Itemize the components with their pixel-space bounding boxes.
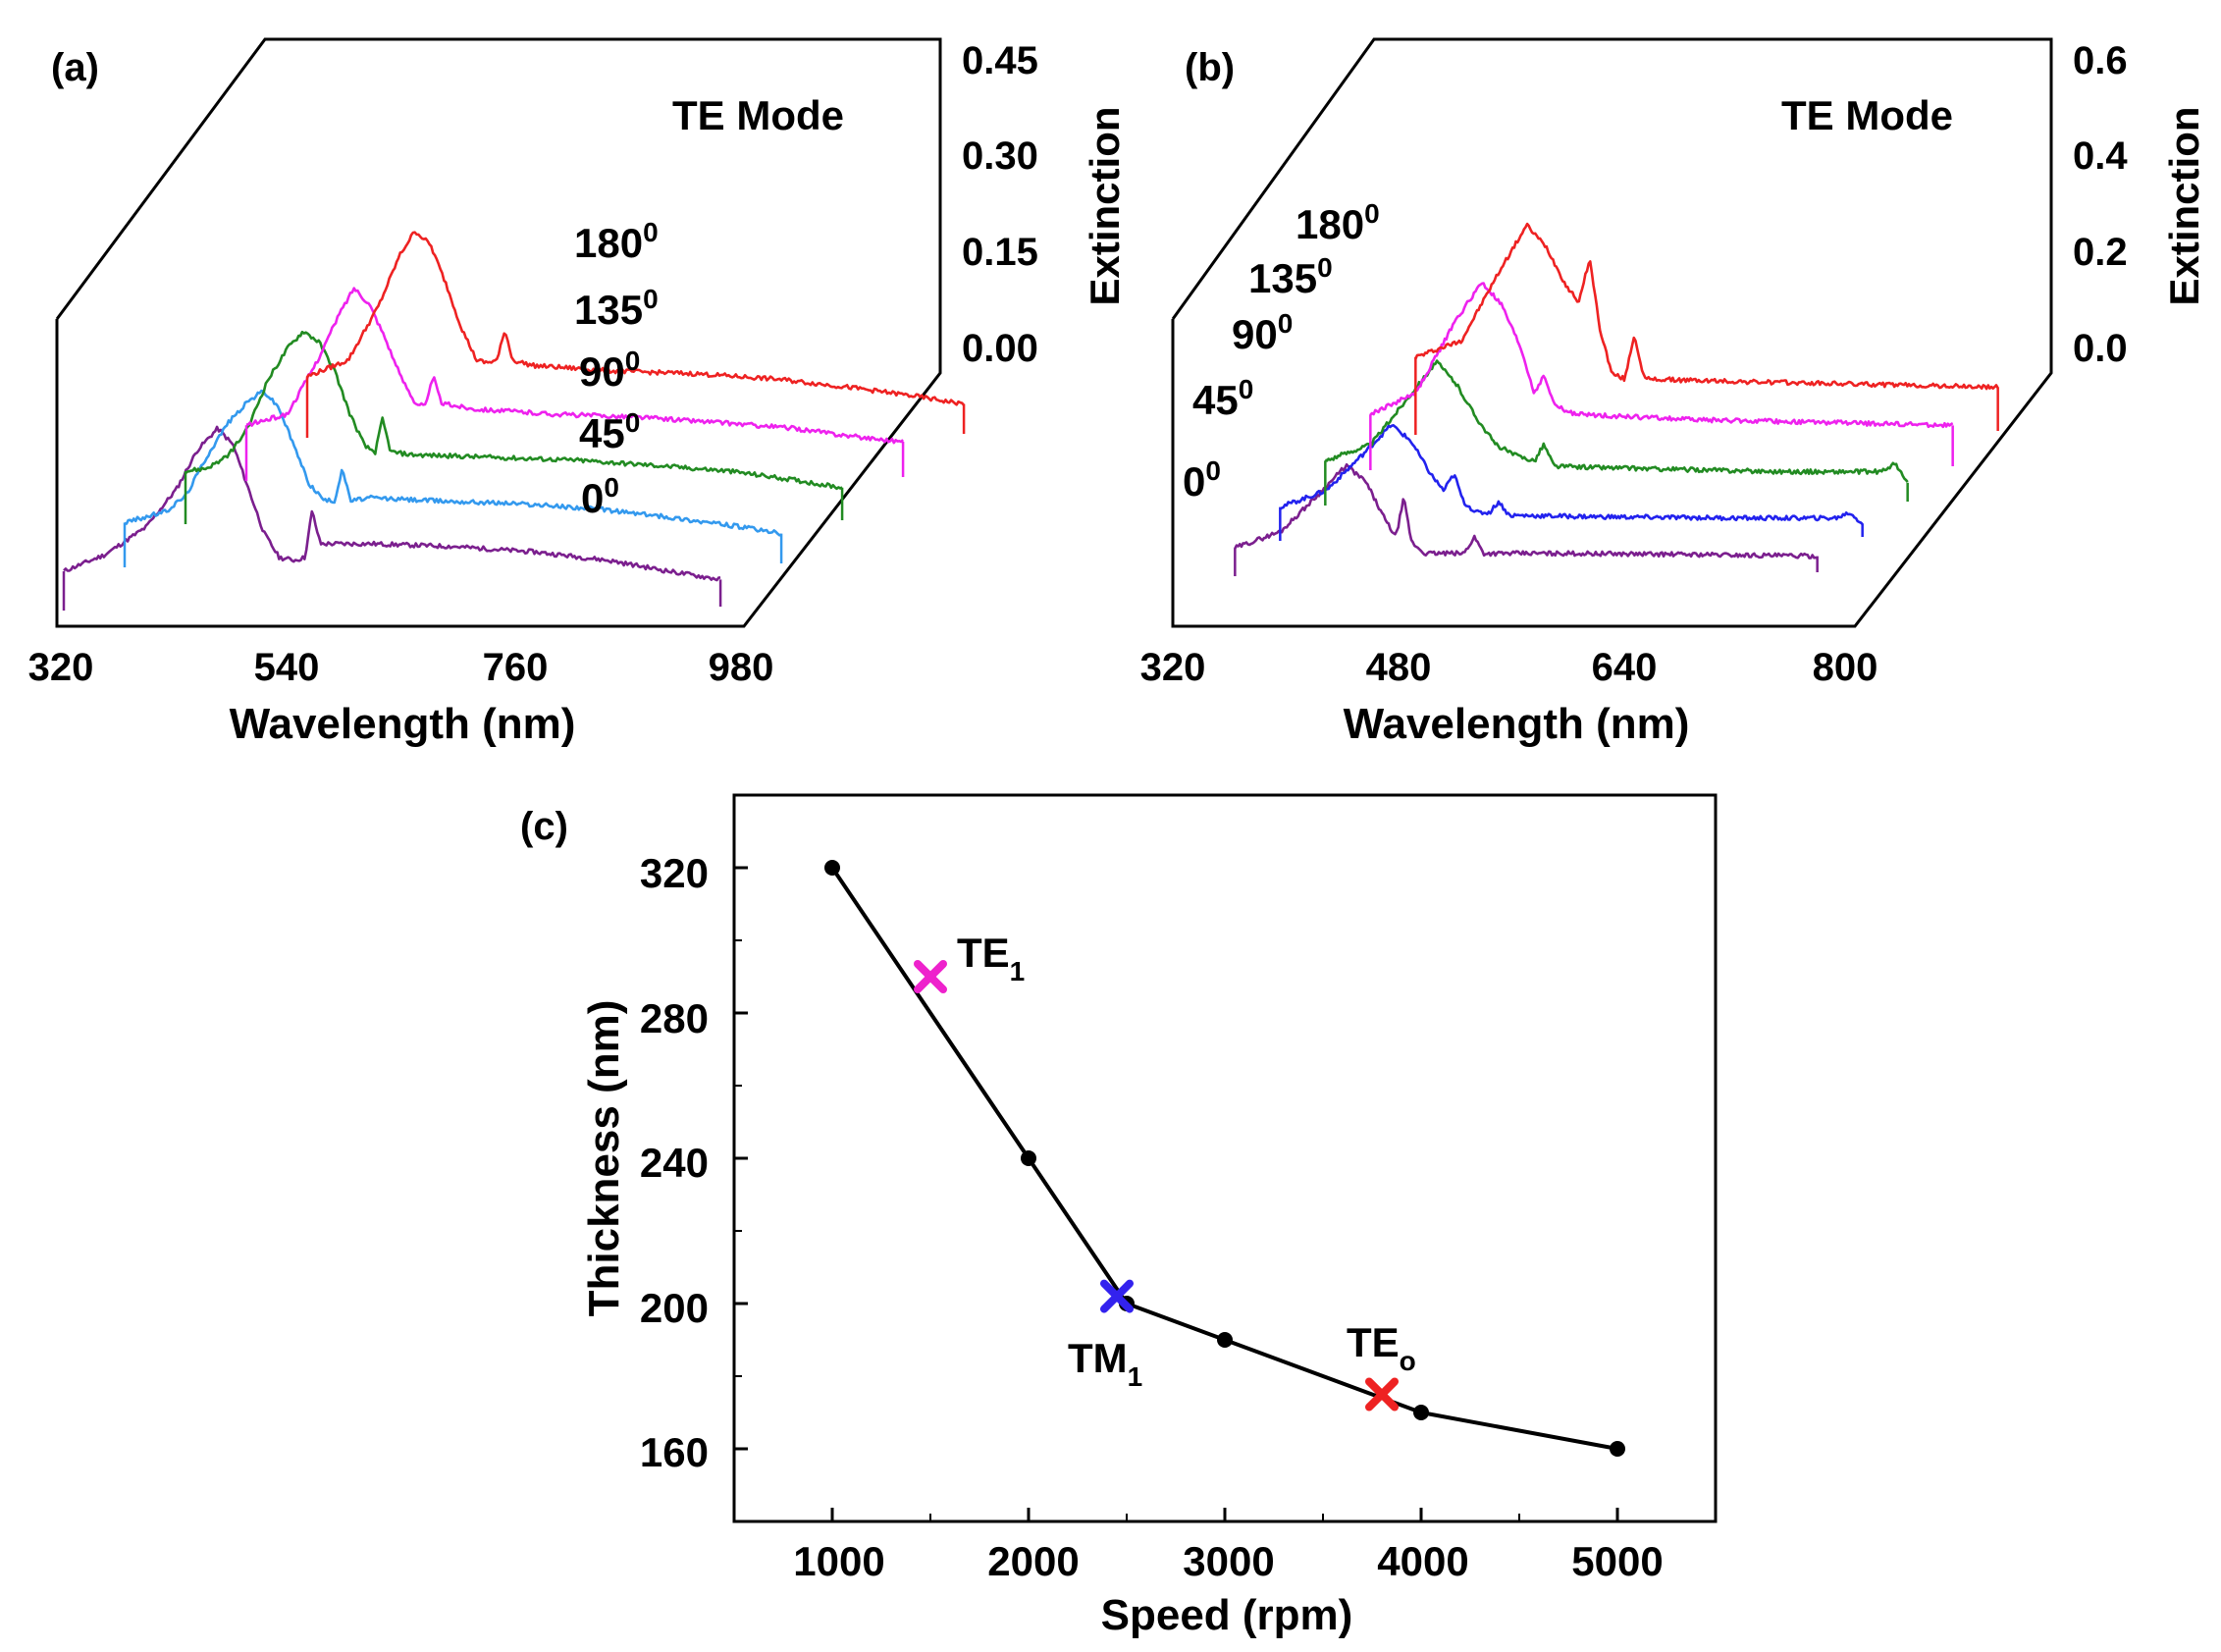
mode-marker: [1100, 1279, 1134, 1313]
panel-b-xtick: 320: [1140, 646, 1206, 689]
panel-b-z-ticks: 0.6 0.4 0.2 0.0: [2073, 39, 2128, 370]
mode-marker: [914, 960, 947, 993]
data-point: [1610, 1441, 1625, 1457]
series-label-45: 450: [1192, 374, 1253, 423]
panel-b-ztick: 0.6: [2073, 39, 2128, 82]
panel-b-xtick: 480: [1366, 646, 1432, 689]
panel-a: (a) TE Mode 320 540 760 980 Wavelength (…: [28, 37, 1128, 748]
panel-b-xtick: 800: [1813, 646, 1878, 689]
panel-a-xtick: 980: [709, 646, 774, 689]
panel-a-xtick: 540: [254, 646, 320, 689]
panel-a-label: (a): [51, 46, 99, 89]
panel-c-ytick: 200: [640, 1285, 709, 1331]
panel-c-xtick: 4000: [1377, 1538, 1468, 1584]
panel-a-z-axis-label: Extinction: [1082, 106, 1128, 305]
series-label-45: 450: [579, 407, 640, 456]
panel-c: (c) 1000 2000 3000 4000 5000 160 200 240…: [520, 793, 1718, 1639]
panel-c-plot-frame: [732, 793, 1718, 1523]
panel-c-ytick: 240: [640, 1140, 709, 1186]
data-point: [1021, 1150, 1036, 1166]
panel-c-y-tick-labels: 160 200 240 280 320: [640, 850, 709, 1475]
data-point: [1217, 1332, 1233, 1348]
spectrum-line: [185, 330, 843, 491]
panel-b-xtick: 640: [1592, 646, 1658, 689]
panel-b-z-axis-label: Extinction: [2161, 106, 2207, 305]
panel-b-mode-label: TE Mode: [1781, 92, 1953, 138]
panel-c-x-tick-labels: 1000 2000 3000 4000 5000: [793, 1538, 1663, 1584]
data-point: [824, 860, 840, 876]
marker-stroke: [1100, 1279, 1134, 1313]
series-label-135: 1350: [1248, 252, 1333, 301]
panel-b-x-axis-label: Wavelength (nm): [1344, 700, 1690, 748]
marker-label-teo: TEo: [1347, 1319, 1416, 1376]
panel-a-series-labels: 1800 1350 900 450 00: [574, 217, 659, 521]
panel-c-ytick: 320: [640, 850, 709, 896]
mode-marker: [1365, 1377, 1399, 1412]
panel-b-frame: [1171, 37, 2053, 628]
panel-c-ytick: 160: [640, 1429, 709, 1475]
panel-a-ztick: 0.30: [962, 134, 1038, 178]
panel-a-ztick: 0.00: [962, 327, 1038, 370]
panel-b-outline: [1171, 37, 2053, 628]
spectrum-line: [245, 287, 905, 445]
panel-b-series-labels: 1800 1350 900 450 00: [1183, 198, 1380, 505]
panel-a-outline: [55, 37, 942, 628]
panel-a-xtick: 320: [28, 646, 94, 689]
panel-c-xtick: 1000: [793, 1538, 884, 1584]
panel-b-label: (b): [1185, 46, 1235, 89]
marker-label-te1: TE1: [957, 930, 1025, 986]
panel-b-ztick: 0.4: [2073, 134, 2128, 178]
panel-c-label: (c): [520, 805, 568, 848]
panel-c-xtick: 2000: [987, 1538, 1079, 1584]
panel-a-x-axis-label: Wavelength (nm): [230, 700, 576, 748]
series-label-0: 00: [1183, 455, 1221, 505]
panel-a-z-ticks: 0.45 0.30 0.15 0.00: [962, 39, 1038, 370]
panel-a-ztick: 0.45: [962, 39, 1038, 82]
panel-c-marker-labels: TE1 TM1 TEo: [957, 930, 1416, 1392]
panel-c-x-axis-label: Speed (rpm): [1101, 1591, 1353, 1639]
panel-c-y-axis-label: Thickness (nm): [580, 1000, 628, 1317]
panel-b-ztick: 0.0: [2073, 327, 2128, 370]
spectrum-line: [63, 425, 721, 582]
panel-b: (b) TE Mode 320 480 640 800 Wavelength (…: [1140, 37, 2207, 748]
marker-stroke: [914, 960, 947, 993]
series-label-180: 1800: [574, 217, 659, 266]
panel-a-x-ticks: 320 540 760 980: [28, 646, 774, 689]
panel-c-xtick: 5000: [1571, 1538, 1663, 1584]
series-label-135: 1350: [574, 284, 659, 333]
panel-c-data: [824, 860, 1625, 1457]
marker-label-tm1: TM1: [1068, 1335, 1142, 1392]
panel-a-xtick: 760: [483, 646, 549, 689]
series-label-180: 1800: [1296, 198, 1380, 247]
thickness-line: [830, 866, 1618, 1451]
panel-c-ticks: [734, 866, 1619, 1521]
panel-c-markers: [914, 960, 1399, 1412]
panel-b-ztick: 0.2: [2073, 231, 2128, 274]
series-label-90: 900: [579, 346, 640, 395]
series-label-0: 00: [581, 472, 619, 521]
spectrum-line: [305, 231, 966, 406]
spectrum-line: [1414, 222, 1999, 391]
spectrum-line: [1234, 462, 1819, 560]
panel-c-ytick: 280: [640, 995, 709, 1041]
panel-c-xtick: 3000: [1183, 1538, 1274, 1584]
panel-a-mode-label: TE Mode: [672, 92, 844, 138]
panel-b-series: [1234, 222, 1999, 576]
panel-b-x-ticks: 320 480 640 800: [1140, 646, 1878, 689]
spectrum-line: [1369, 282, 1954, 429]
series-label-90: 900: [1232, 308, 1293, 357]
panel-a-frame: [55, 37, 942, 628]
panel-a-ztick: 0.15: [962, 231, 1038, 274]
spectrum-line: [1279, 424, 1864, 526]
data-point: [1413, 1405, 1429, 1420]
panel-a-series: [62, 231, 966, 611]
spectrum-line: [1324, 359, 1909, 483]
marker-stroke: [1365, 1377, 1399, 1412]
spectrum-line: [124, 389, 782, 537]
